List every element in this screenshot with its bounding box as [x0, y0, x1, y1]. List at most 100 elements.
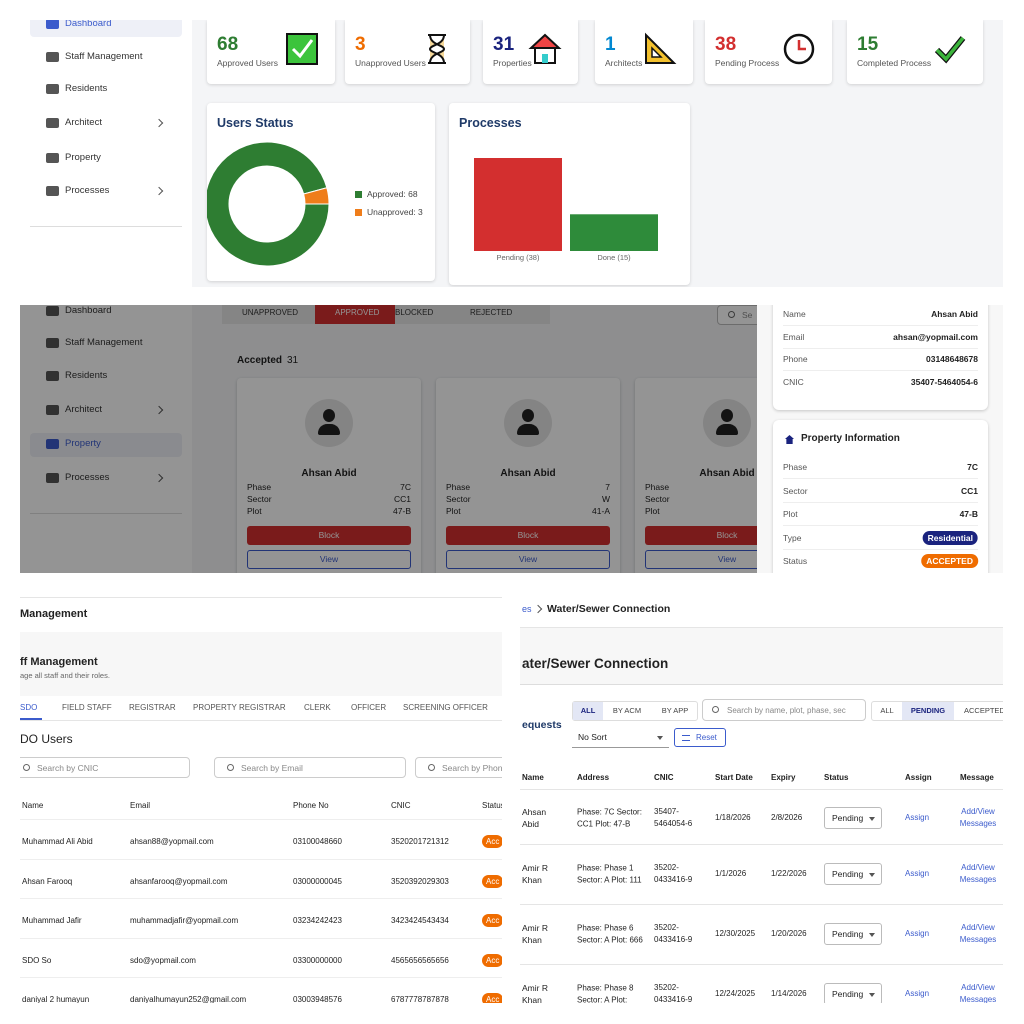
- stat-icon: [428, 34, 446, 64]
- button-label[interactable]: Block: [716, 530, 738, 540]
- button-label[interactable]: View: [717, 554, 737, 564]
- assign-link[interactable]: Assign: [905, 929, 930, 938]
- filter-label[interactable]: BY APP: [661, 706, 689, 715]
- nav-icon: [46, 84, 59, 94]
- avatar: [504, 399, 552, 447]
- button-label[interactable]: Block: [318, 530, 340, 540]
- select-value[interactable]: Pending: [832, 869, 864, 879]
- message-link[interactable]: Add/View Messages: [959, 923, 997, 944]
- block-button[interactable]: Block: [247, 526, 411, 545]
- nav-item[interactable]: Architect: [65, 117, 102, 128]
- avatar-head: [323, 409, 335, 422]
- status-filter[interactable]: ALL: [872, 702, 902, 720]
- nav-item[interactable]: Processes: [65, 185, 110, 196]
- search-input[interactable]: Search by CNIC: [20, 757, 190, 778]
- filter-tab[interactable]: BY ACM: [603, 702, 651, 720]
- button-label[interactable]: Block: [517, 530, 539, 540]
- filter-label[interactable]: PENDING: [910, 706, 946, 715]
- filter-icon: [682, 735, 690, 741]
- row-divider: [20, 819, 502, 820]
- table-cell: Muhammad Jafir: [22, 916, 82, 925]
- role-tab[interactable]: OFFICER: [351, 703, 387, 712]
- nav-item[interactable]: Property: [65, 438, 101, 449]
- tab[interactable]: BLOCKED: [395, 308, 434, 317]
- role-tab[interactable]: FIELD STAFF: [62, 703, 112, 712]
- role-tab[interactable]: PROPERTY REGISTRAR: [193, 703, 286, 712]
- role-tab[interactable]: SCREENING OFFICER: [403, 703, 488, 712]
- bar-chart: [474, 158, 658, 251]
- filter-tab[interactable]: ALL: [573, 702, 603, 720]
- stat-card: 31 Properties: [483, 20, 578, 84]
- filter-label[interactable]: ACCEPTED: [964, 706, 1003, 715]
- status-select[interactable]: Pending: [824, 923, 882, 945]
- select-caret: [869, 817, 875, 821]
- block-button[interactable]: Block: [645, 526, 757, 545]
- field-value: W: [601, 494, 610, 504]
- nav-item[interactable]: Dashboard: [65, 305, 112, 316]
- bar-label: Pending (38): [496, 253, 540, 262]
- role-tab[interactable]: SDO: [20, 703, 38, 712]
- nav-item[interactable]: Residents: [65, 83, 108, 94]
- filter-label[interactable]: ALL: [880, 706, 894, 715]
- nav-item[interactable]: Staff Management: [65, 337, 143, 348]
- table-cell: 1/14/2026: [771, 989, 807, 998]
- role-tab[interactable]: REGISTRAR: [129, 703, 176, 712]
- filter-label[interactable]: BY ACM: [612, 706, 642, 715]
- row-divider: [20, 937, 502, 939]
- sort-select[interactable]: No Sort: [572, 727, 669, 748]
- page-header: Management: [20, 608, 88, 620]
- view-button[interactable]: View: [645, 550, 757, 569]
- select-value[interactable]: Pending: [832, 813, 864, 823]
- assign-link[interactable]: Assign: [905, 989, 930, 998]
- search-input[interactable]: Search by Email: [214, 757, 406, 778]
- status-filter[interactable]: PENDING: [902, 702, 954, 720]
- message-link[interactable]: Add/View Messages: [959, 863, 997, 884]
- reset-button[interactable]: Reset: [674, 728, 726, 747]
- address-cell: Phase: Phase 1 Sector: A Plot: 111: [577, 863, 642, 885]
- view-button[interactable]: View: [247, 550, 411, 569]
- nav-item[interactable]: Staff Management: [65, 51, 143, 62]
- nav-item[interactable]: Dashboard: [65, 20, 112, 29]
- assign-link[interactable]: Assign: [905, 869, 930, 878]
- section-title: DO Users: [20, 732, 73, 746]
- status-select[interactable]: Pending: [824, 807, 882, 829]
- view-button[interactable]: View: [446, 550, 610, 569]
- owner-name: Ahsan Abid: [699, 468, 755, 479]
- nav-item[interactable]: Property: [65, 152, 101, 163]
- nav-item[interactable]: Residents: [65, 370, 108, 381]
- processes-card: Processes Pending (38) Done (15): [449, 103, 690, 285]
- status-chip: Acc: [482, 993, 502, 1003]
- button-label[interactable]: View: [319, 554, 339, 564]
- button-label[interactable]: Reset: [696, 733, 717, 742]
- message-link[interactable]: Add/View Messages: [959, 983, 997, 1003]
- select-value[interactable]: Pending: [832, 989, 864, 999]
- owner-name: Ahsan Abid: [500, 468, 556, 479]
- nav-item[interactable]: Processes: [65, 472, 110, 483]
- column-header: Address: [577, 773, 610, 782]
- select-value[interactable]: No Sort: [578, 732, 607, 742]
- chevron-icon: [533, 604, 543, 614]
- filter-label[interactable]: ALL: [580, 706, 596, 715]
- nav-item[interactable]: Architect: [65, 404, 102, 415]
- filter-tab[interactable]: BY APP: [651, 702, 699, 720]
- column-header: CNIC: [391, 801, 411, 810]
- search-placeholder: Search by Email: [241, 763, 303, 773]
- tab[interactable]: APPROVED: [335, 308, 380, 317]
- status-select[interactable]: Pending: [824, 863, 882, 885]
- nav-icon: [46, 52, 59, 62]
- block-button[interactable]: Block: [446, 526, 610, 545]
- select-value[interactable]: Pending: [832, 929, 864, 939]
- status-filter[interactable]: ACCEPTED: [954, 702, 1003, 720]
- column-header: Assign: [905, 773, 932, 782]
- role-tab[interactable]: CLERK: [304, 703, 331, 712]
- assign-link[interactable]: Assign: [905, 813, 930, 822]
- tab[interactable]: UNAPPROVED: [242, 308, 299, 317]
- message-link[interactable]: Add/View Messages: [959, 807, 997, 828]
- button-label[interactable]: View: [518, 554, 538, 564]
- water-panel: es Water/Sewer Connection ater/Sewer Conne…: [520, 597, 1003, 1003]
- tab[interactable]: REJECTED: [470, 308, 513, 317]
- search-input[interactable]: Search by name, plot, phase, sec: [702, 699, 866, 721]
- search-input[interactable]: Search by Phon: [415, 757, 502, 778]
- status-select[interactable]: Pending: [824, 983, 882, 1003]
